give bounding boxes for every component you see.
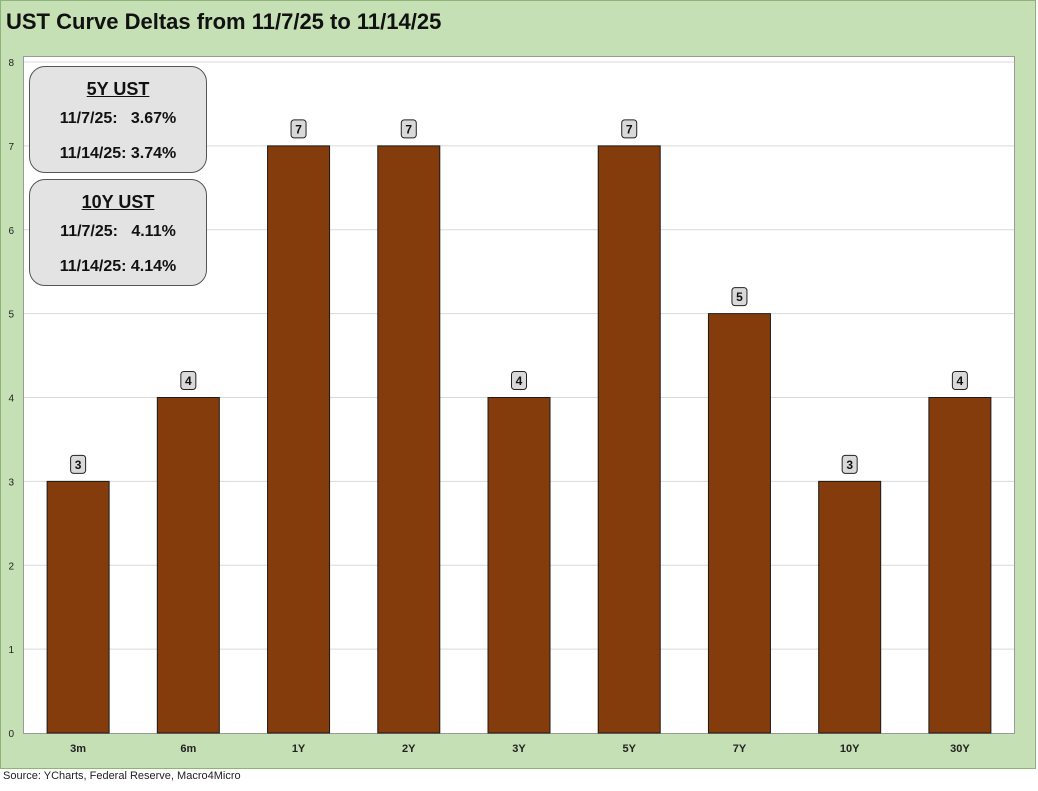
data-label-box — [841, 454, 858, 474]
y-tick-label: 8 — [8, 58, 14, 69]
data-label: 7 — [295, 122, 302, 136]
x-tick-label: 5Y — [622, 743, 636, 755]
bar — [707, 313, 771, 734]
data-label: 7 — [626, 122, 633, 136]
y-tick-label: 5 — [8, 310, 14, 321]
y-tick-label: 7 — [8, 142, 14, 153]
data-label-box — [621, 119, 638, 139]
info-box-5y-header: 5Y UST — [86, 79, 150, 99]
info-box-10y-row-end: 11/14/25: 4.14% — [59, 258, 177, 275]
x-tick-label: 1Y — [292, 743, 306, 755]
bar — [267, 145, 331, 734]
bar — [377, 145, 441, 734]
bar — [156, 397, 220, 734]
y-tick-label: 0 — [8, 729, 14, 740]
data-label: 4 — [185, 374, 192, 388]
y-tick-label: 4 — [8, 394, 14, 405]
x-tick-label: 3m — [70, 743, 86, 755]
x-tick-label: 7Y — [733, 743, 747, 755]
data-label-box — [180, 371, 197, 390]
data-label: 7 — [405, 122, 412, 136]
y-tick-label: 6 — [8, 226, 14, 237]
data-label: 3 — [75, 458, 82, 472]
info-box-10y-header: 10Y UST — [81, 192, 155, 212]
y-tick-label: 3 — [8, 477, 14, 488]
data-label-box — [511, 371, 527, 390]
y-tick-label: 1 — [8, 645, 14, 656]
x-tick-label: 2Y — [402, 743, 416, 755]
info-box-5y-row-end: 11/14/25: 3.74% — [59, 145, 177, 162]
x-tick-label: 30Y — [950, 743, 970, 755]
data-label: 5 — [736, 290, 743, 304]
x-tick-label: 6m — [180, 743, 196, 755]
bar — [46, 480, 110, 734]
data-label: 4 — [957, 374, 964, 388]
bar — [487, 397, 551, 734]
bar — [928, 397, 992, 734]
info-box-5y-row-start: 11/7/25: 3.67% — [59, 110, 177, 127]
info-box-10y-row-start: 11/7/25: 4.11% — [60, 223, 176, 240]
data-label-box — [951, 371, 968, 390]
title-bar: UST Curve Deltas from 11/7/25 to 11/14/2… — [1, 1, 1033, 37]
info-box-5y: 5Y UST 11/7/25: 3.67% 11/14/25: 3.74% — [29, 66, 207, 173]
data-label-box — [731, 287, 748, 307]
x-tick-label: 10Y — [840, 743, 860, 755]
bar — [597, 145, 661, 734]
data-label-box — [70, 454, 87, 474]
info-box-10y: 10Y UST 11/7/25: 4.11% 11/14/25: 4.14% — [29, 179, 207, 286]
x-tick-label: 3Y — [512, 743, 526, 755]
data-label-box — [400, 119, 417, 139]
data-label: 3 — [846, 458, 853, 472]
chart-title: UST Curve Deltas from 11/7/25 to 11/14/2… — [6, 9, 442, 34]
source-note: Source: YCharts, Federal Reserve, Macro4… — [3, 770, 241, 782]
y-tick-label: 2 — [8, 561, 14, 572]
bar — [818, 480, 882, 734]
data-label-box — [290, 119, 307, 139]
data-label: 4 — [516, 374, 523, 388]
